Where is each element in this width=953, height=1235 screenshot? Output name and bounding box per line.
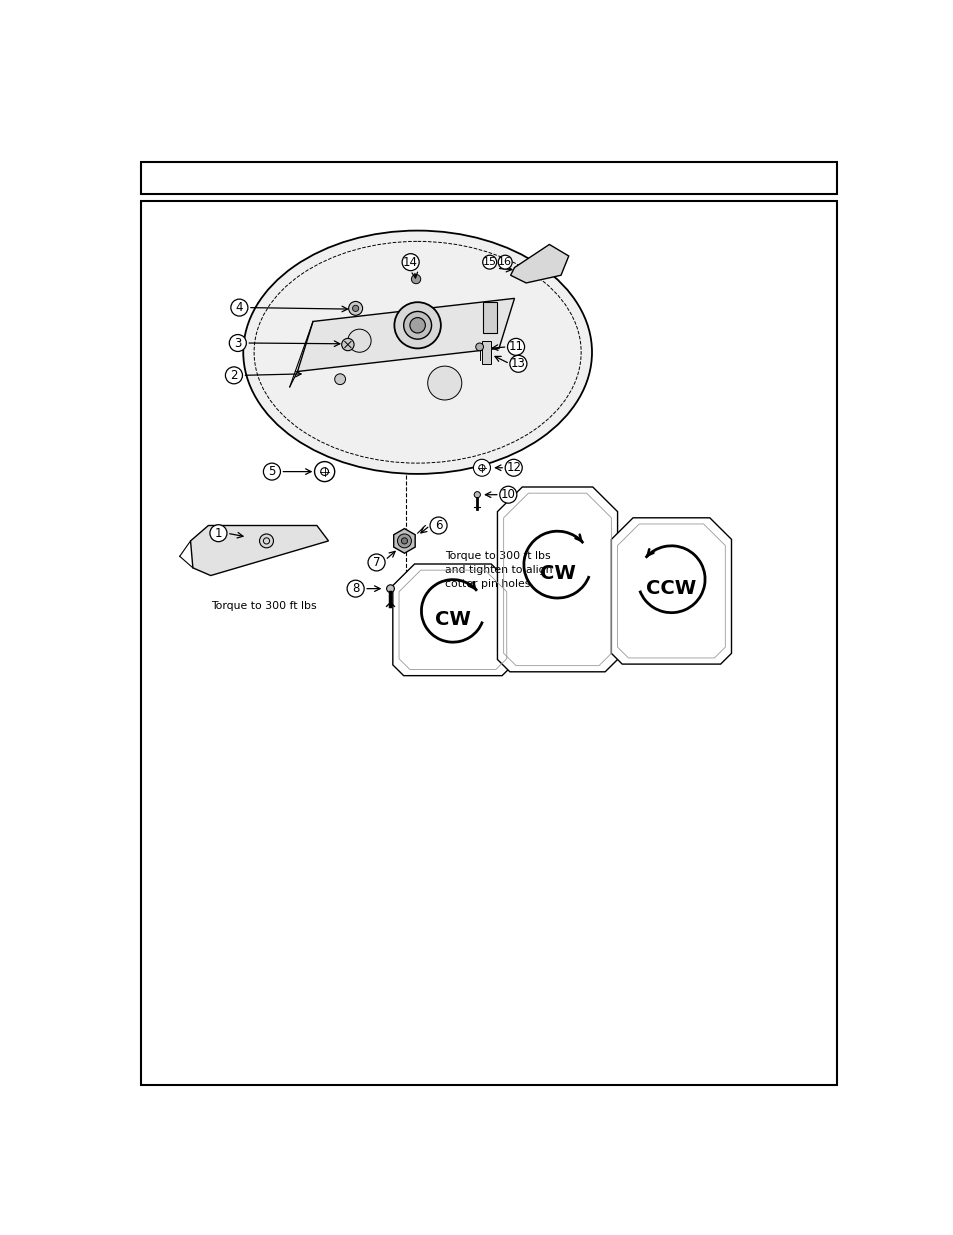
Circle shape xyxy=(410,317,425,333)
Text: 7: 7 xyxy=(373,556,380,569)
Polygon shape xyxy=(393,564,513,676)
Circle shape xyxy=(229,335,246,352)
Circle shape xyxy=(482,256,497,269)
Text: 10: 10 xyxy=(500,488,516,501)
Text: 16: 16 xyxy=(497,257,512,267)
Text: 12: 12 xyxy=(506,461,520,474)
Circle shape xyxy=(427,366,461,400)
Circle shape xyxy=(335,374,345,384)
Circle shape xyxy=(411,274,420,284)
Circle shape xyxy=(507,338,524,356)
Text: 5: 5 xyxy=(268,466,275,478)
Circle shape xyxy=(499,487,517,503)
Polygon shape xyxy=(611,517,731,664)
Circle shape xyxy=(394,303,440,348)
Text: CW: CW xyxy=(435,610,471,629)
Text: 15: 15 xyxy=(482,257,497,267)
Circle shape xyxy=(402,253,418,270)
Circle shape xyxy=(430,517,447,534)
Text: 8: 8 xyxy=(352,582,359,595)
Text: Torque to 300 ft lbs
and tighten to align
cotter pin holes: Torque to 300 ft lbs and tighten to alig… xyxy=(444,551,552,589)
Circle shape xyxy=(320,468,328,475)
Circle shape xyxy=(497,256,512,269)
Circle shape xyxy=(210,525,227,542)
Text: 13: 13 xyxy=(511,357,525,370)
Circle shape xyxy=(348,330,371,352)
Text: 2: 2 xyxy=(230,369,237,382)
Text: CCW: CCW xyxy=(645,579,696,598)
Polygon shape xyxy=(297,299,514,372)
Text: 3: 3 xyxy=(233,336,241,350)
Text: 14: 14 xyxy=(403,256,417,269)
Polygon shape xyxy=(394,529,415,553)
Text: CW: CW xyxy=(539,564,575,583)
Circle shape xyxy=(386,585,394,593)
Text: Torque to 300 ft lbs: Torque to 300 ft lbs xyxy=(211,601,315,611)
Bar xyxy=(141,162,836,194)
Circle shape xyxy=(347,580,364,597)
Text: 11: 11 xyxy=(508,341,523,353)
Circle shape xyxy=(509,356,526,372)
Circle shape xyxy=(341,338,354,351)
Circle shape xyxy=(505,459,521,477)
Circle shape xyxy=(263,463,280,480)
Ellipse shape xyxy=(243,231,592,474)
Text: 1: 1 xyxy=(214,526,222,540)
Bar xyxy=(481,341,491,364)
Circle shape xyxy=(353,305,358,311)
Circle shape xyxy=(231,299,248,316)
Circle shape xyxy=(368,555,385,571)
Circle shape xyxy=(259,534,274,548)
Circle shape xyxy=(314,462,335,482)
Circle shape xyxy=(225,367,242,384)
Circle shape xyxy=(478,464,484,471)
Circle shape xyxy=(397,534,411,548)
Polygon shape xyxy=(510,245,568,283)
Circle shape xyxy=(401,537,407,543)
Circle shape xyxy=(473,459,490,477)
Circle shape xyxy=(348,301,362,315)
Polygon shape xyxy=(497,487,617,672)
Circle shape xyxy=(476,343,483,351)
Circle shape xyxy=(474,492,480,498)
Text: 6: 6 xyxy=(435,519,442,532)
Bar xyxy=(483,303,497,333)
Circle shape xyxy=(403,311,431,340)
Polygon shape xyxy=(191,526,328,576)
Text: 4: 4 xyxy=(235,301,243,314)
